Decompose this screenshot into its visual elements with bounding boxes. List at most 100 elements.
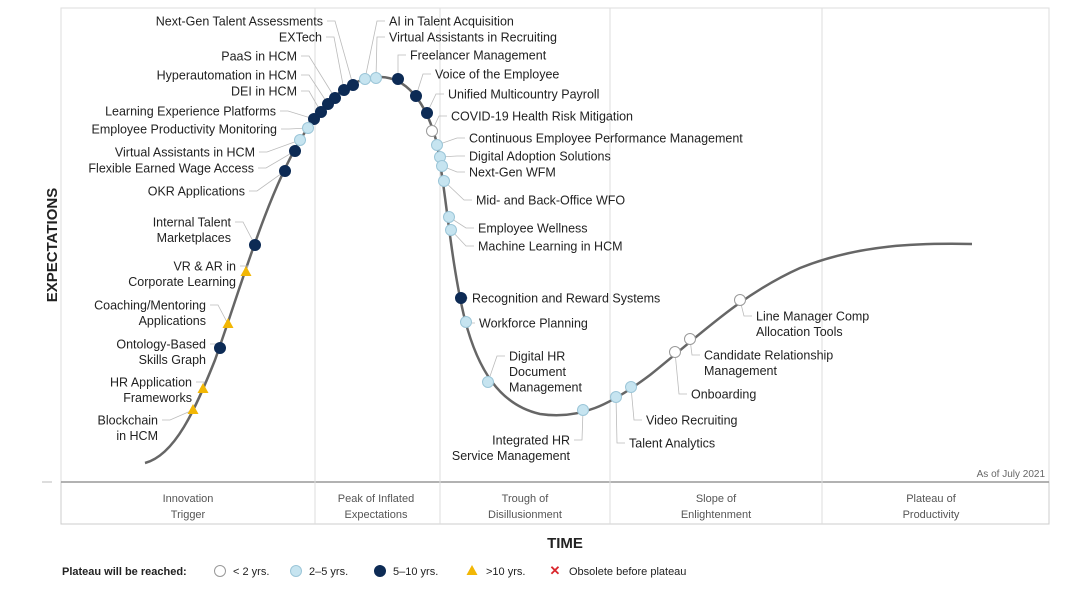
technology-label: EXTech	[279, 31, 322, 45]
technology-label-line: in HCM	[116, 429, 158, 443]
technology-marker-gt10	[187, 404, 199, 414]
legend-label: 2–5 yrs.	[309, 566, 348, 578]
leader-line	[364, 20, 385, 80]
technology-marker-5to10	[338, 84, 350, 96]
leader-line	[426, 93, 444, 114]
technology-marker-2to5	[482, 376, 494, 388]
technology-label: Candidate Relationship Management	[704, 349, 833, 379]
technology-marker-2to5	[577, 404, 589, 416]
technology-marker-5to10	[289, 145, 301, 157]
y-axis-label: EXPECTATIONS	[44, 188, 61, 302]
technology-label-line: Hyperautomation in HCM	[157, 69, 297, 83]
technology-label-line: Workforce Planning	[479, 317, 588, 331]
technology-label-line: Corporate Learning	[128, 275, 236, 289]
technology-marker-5to10	[315, 106, 327, 118]
leader-line	[436, 137, 465, 146]
technology-markers	[187, 72, 746, 416]
technology-label-line: Recognition and Reward Systems	[472, 292, 660, 306]
technology-label: Freelancer Management	[410, 49, 547, 63]
leader-line	[162, 409, 194, 421]
technology-marker-5to10	[421, 107, 433, 119]
technology-label-line: Management	[704, 364, 777, 378]
technology-label: Next-Gen Talent Assessments	[156, 15, 323, 29]
technology-label-line: PaaS in HCM	[221, 50, 297, 64]
phase-label-line: Enlightenment	[681, 509, 751, 521]
technology-label-line: Virtual Assistants in HCM	[115, 146, 255, 160]
technology-label-line: Machine Learning in HCM	[478, 240, 623, 254]
technology-label: Continuous Employee Performance Manageme…	[469, 132, 743, 146]
technology-label: DEI in HCM	[231, 85, 297, 99]
technology-label-line: Line Manager Comp	[756, 310, 869, 324]
technology-label-line: Document	[509, 365, 566, 379]
technology-label-line: Flexible Earned Wage Access	[88, 162, 254, 176]
technology-labels: Next-Gen Talent Assessments EXTech PaaS in…	[88, 15, 869, 464]
technology-marker-5to10	[279, 165, 291, 177]
technology-label: Onboarding	[691, 388, 756, 402]
technology-marker-lt2	[426, 125, 438, 137]
leader-line	[235, 221, 256, 246]
technology-label-line: Virtual Assistants in Recruiting	[389, 31, 557, 45]
technology-label-line: Service Management	[452, 449, 571, 463]
technology-marker-lt2	[684, 333, 696, 345]
technology-label: Virtual Assistants in Recruiting	[389, 31, 557, 45]
leader-line	[280, 110, 315, 120]
technology-label-line: HR Application	[110, 376, 192, 390]
leader-line	[259, 139, 301, 153]
technology-label: Flexible Earned Wage Access	[88, 162, 254, 176]
phase-label-line: Disillusionment	[488, 509, 562, 521]
legend-label: >10 yrs.	[486, 566, 525, 578]
technology-label: Machine Learning in HCM	[478, 240, 623, 254]
technology-label: Talent Analytics	[629, 437, 715, 451]
leader-line	[630, 386, 642, 421]
technology-label-line: Coaching/Mentoring	[94, 299, 206, 313]
phase-label: Slope of Enlightenment	[681, 493, 751, 521]
technology-label: COVID-19 Health Risk Mitigation	[451, 110, 633, 124]
legend-marker-gt10	[466, 565, 478, 575]
technology-marker-2to5	[359, 73, 371, 85]
technology-marker-2to5	[302, 122, 314, 134]
leader-line	[301, 74, 329, 105]
technology-label: Internal Talent Marketplaces	[153, 216, 232, 246]
technology-label: Recognition and Reward Systems	[472, 292, 660, 306]
legend-marker-obsolete: ✕	[550, 563, 561, 578]
leader-line	[281, 127, 309, 130]
leader-line	[249, 170, 286, 192]
phase-label-line: Trough of	[502, 493, 550, 505]
technology-label: Digital HR Document Management	[509, 350, 582, 395]
technology-marker-2to5	[610, 391, 622, 403]
technology-label-line: Learning Experience Platforms	[105, 105, 276, 119]
technology-marker-5to10	[410, 90, 422, 102]
technology-marker-2to5	[370, 72, 382, 84]
technology-label: Employee Wellness	[478, 222, 588, 236]
technology-label: Ontology-Based Skills Graph	[116, 338, 206, 368]
technology-marker-2to5	[443, 211, 455, 223]
technology-marker-5to10	[214, 342, 226, 354]
technology-marker-2to5	[431, 139, 443, 151]
technology-label-line: OKR Applications	[148, 185, 245, 199]
technology-label: Coaching/Mentoring Applications	[94, 299, 206, 329]
phase-labels: Innovation Trigger Peak of Inflated Expecta…	[163, 493, 960, 521]
technology-label: HR Application Frameworks	[110, 376, 192, 406]
technology-label-line: Onboarding	[691, 388, 756, 402]
phase-label-line: Slope of	[696, 493, 737, 505]
technology-marker-lt2	[669, 346, 681, 358]
legend-label: < 2 yrs.	[233, 566, 269, 578]
technology-marker-lt2	[734, 294, 746, 306]
technology-label: Next-Gen WFM	[469, 166, 556, 180]
phase-label-line: Plateau of	[906, 493, 956, 505]
technology-label-line: Continuous Employee Performance Manageme…	[469, 132, 743, 146]
legend-title: Plateau will be reached:	[62, 566, 187, 578]
technology-label: Line Manager Comp Allocation Tools	[756, 310, 869, 340]
technology-label: Digital Adoption Solutions	[469, 150, 611, 164]
technology-label-line: Ontology-Based	[116, 338, 206, 352]
technology-label-line: Video Recruiting	[646, 414, 738, 428]
phase-label-line: Trigger	[171, 509, 206, 521]
leader-line	[327, 20, 354, 86]
technology-label-line: Employee Productivity Monitoring	[92, 123, 278, 137]
leader-line	[326, 36, 345, 91]
technology-label-line: Freelancer Management	[410, 49, 547, 63]
technology-label-line: Frameworks	[123, 391, 192, 405]
leader-lines	[162, 20, 752, 444]
leader-line	[443, 180, 472, 201]
phase-label-line: Productivity	[903, 509, 960, 521]
